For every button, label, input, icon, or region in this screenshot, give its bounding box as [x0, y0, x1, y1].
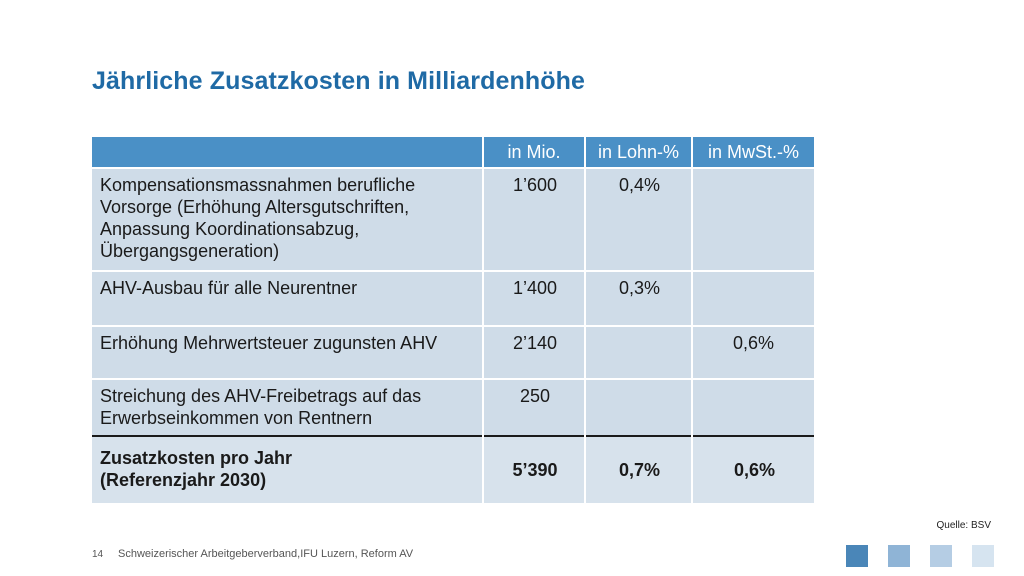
- row-label: Erhöhung Mehrwertsteuer zugunsten AHV: [92, 325, 484, 379]
- row-mwst: [692, 270, 814, 326]
- row-lohn: 0,3%: [585, 270, 693, 326]
- row-mio: 250: [483, 378, 586, 436]
- table-row: Streichung des AHV-Freibetrags auf das E…: [92, 378, 814, 436]
- row-label: Kompensationsmassnahmen berufliche Vorso…: [92, 167, 484, 271]
- total-mwst: 0,6%: [692, 435, 814, 503]
- page-title: Jährliche Zusatzkosten in Milliardenhöhe: [92, 67, 585, 95]
- decorative-square: [846, 545, 868, 567]
- table-header-row: in Mio. in Lohn-% in MwSt.-%: [92, 137, 814, 168]
- row-mio: 1’400: [483, 270, 586, 326]
- row-mio: 1’600: [483, 167, 586, 271]
- table-row: Kompensationsmassnahmen berufliche Vorso…: [92, 167, 814, 271]
- table-row: Erhöhung Mehrwertsteuer zugunsten AHV 2’…: [92, 325, 814, 379]
- row-lohn: 0,4%: [585, 167, 693, 271]
- header-cell-lohn: in Lohn-%: [585, 137, 693, 168]
- cost-table: in Mio. in Lohn-% in MwSt.-% Kompensatio…: [92, 137, 814, 503]
- row-label: Streichung des AHV-Freibetrags auf das E…: [92, 378, 484, 436]
- header-cell-mwst: in MwSt.-%: [692, 137, 814, 168]
- decorative-square: [972, 545, 994, 567]
- total-label: Zusatzkosten pro Jahr (Referenzjahr 2030…: [92, 435, 484, 503]
- total-lohn: 0,7%: [585, 435, 693, 503]
- header-cell-mio: in Mio.: [483, 137, 586, 168]
- row-lohn: [585, 325, 693, 379]
- row-mwst: 0,6%: [692, 325, 814, 379]
- total-label-line2: (Referenzjahr 2030): [100, 470, 267, 490]
- row-mwst: [692, 378, 814, 436]
- row-label: AHV-Ausbau für alle Neurentner: [92, 270, 484, 326]
- decorative-square: [930, 545, 952, 567]
- total-mio: 5’390: [483, 435, 586, 503]
- total-label-line1: Zusatzkosten pro Jahr: [100, 448, 293, 468]
- source-note: Quelle: BSV: [936, 520, 991, 531]
- row-lohn: [585, 378, 693, 436]
- table-row: AHV-Ausbau für alle Neurentner 1’400 0,3…: [92, 270, 814, 326]
- header-cell-label: [92, 137, 484, 168]
- decorative-square: [888, 545, 910, 567]
- total-row: Zusatzkosten pro Jahr (Referenzjahr 2030…: [92, 435, 814, 503]
- decorative-squares: [846, 545, 994, 567]
- footer-text: Schweizerischer Arbeitgeberverband,IFU L…: [118, 548, 414, 560]
- row-mwst: [692, 167, 814, 271]
- row-mio: 2’140: [483, 325, 586, 379]
- page-number: 14: [92, 549, 104, 560]
